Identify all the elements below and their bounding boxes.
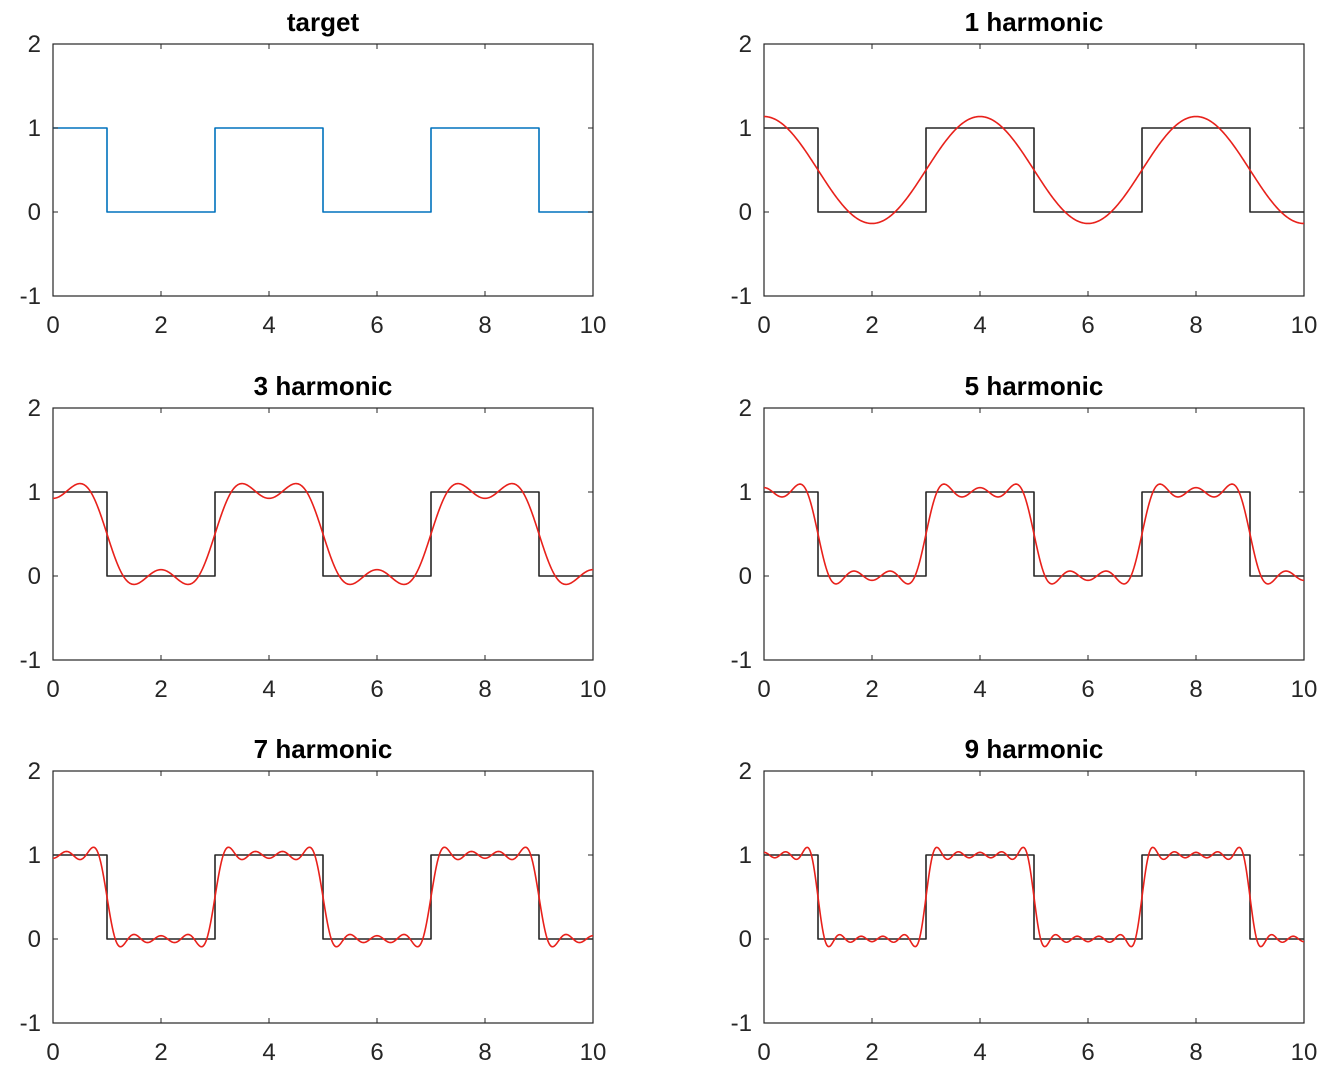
x-tick-label: 4: [262, 1039, 275, 1066]
x-tick-label: 6: [370, 1039, 383, 1066]
fourier-approximation-line: [764, 483, 1304, 585]
subplot-title: target: [287, 7, 360, 37]
x-tick-label: 6: [1081, 1039, 1094, 1066]
subplot-title: 1 harmonic: [965, 7, 1104, 37]
x-tick-label: 2: [154, 676, 167, 703]
x-tick-label: 2: [865, 676, 878, 703]
y-tick-label: 1: [28, 115, 41, 142]
y-tick-label: 1: [28, 842, 41, 869]
y-tick-label: -1: [731, 1010, 752, 1037]
y-tick-label: -1: [731, 647, 752, 674]
y-tick-label: 0: [28, 926, 41, 953]
fourier-approximation-line: [53, 846, 593, 948]
y-tick-label: -1: [731, 283, 752, 310]
x-tick-label: 4: [973, 1039, 986, 1066]
fourier-approximation-line: [764, 115, 1304, 225]
y-tick-label: 0: [28, 563, 41, 590]
x-tick-label: 0: [757, 676, 770, 703]
x-tick-label: 0: [46, 312, 59, 339]
x-tick-label: 6: [370, 676, 383, 703]
x-tick-label: 4: [973, 676, 986, 703]
x-tick-label: 0: [757, 312, 770, 339]
x-tick-label: 8: [478, 312, 491, 339]
x-tick-label: 10: [580, 312, 607, 339]
y-tick-label: 2: [28, 758, 41, 785]
x-tick-label: 10: [1291, 1039, 1318, 1066]
x-tick-label: 10: [1291, 312, 1318, 339]
y-tick-label: -1: [20, 283, 41, 310]
x-tick-label: 10: [580, 676, 607, 703]
y-tick-label: 2: [28, 31, 41, 58]
x-tick-label: 4: [262, 312, 275, 339]
x-tick-label: 10: [580, 1039, 607, 1066]
x-tick-label: 8: [1189, 676, 1202, 703]
y-tick-label: -1: [20, 647, 41, 674]
y-tick-label: -1: [20, 1010, 41, 1037]
y-tick-label: 0: [28, 199, 41, 226]
y-tick-label: 0: [739, 926, 752, 953]
x-tick-label: 6: [1081, 312, 1094, 339]
x-tick-label: 8: [478, 676, 491, 703]
y-tick-label: 2: [739, 395, 752, 422]
x-tick-label: 2: [865, 1039, 878, 1066]
x-tick-label: 2: [865, 312, 878, 339]
y-tick-label: 1: [28, 479, 41, 506]
x-tick-label: 4: [973, 312, 986, 339]
x-tick-label: 8: [1189, 312, 1202, 339]
x-tick-label: 4: [262, 676, 275, 703]
x-tick-label: 0: [46, 1039, 59, 1066]
y-tick-label: 0: [739, 563, 752, 590]
x-tick-label: 2: [154, 1039, 167, 1066]
x-tick-label: 2: [154, 312, 167, 339]
subplot-title: 5 harmonic: [965, 371, 1104, 401]
x-tick-label: 0: [46, 676, 59, 703]
subplot-title: 7 harmonic: [254, 734, 393, 764]
x-tick-label: 8: [1189, 1039, 1202, 1066]
y-tick-label: 1: [739, 115, 752, 142]
x-tick-label: 6: [1081, 676, 1094, 703]
fourier-approximation-line: [53, 482, 593, 586]
subplot-title: 9 harmonic: [965, 734, 1104, 764]
x-tick-label: 10: [1291, 676, 1318, 703]
y-tick-label: 2: [739, 758, 752, 785]
x-tick-label: 8: [478, 1039, 491, 1066]
y-tick-label: 1: [739, 842, 752, 869]
y-tick-label: 1: [739, 479, 752, 506]
fourier-approximation-line: [764, 846, 1304, 948]
y-tick-label: 0: [739, 199, 752, 226]
y-tick-label: 2: [28, 395, 41, 422]
x-tick-label: 0: [757, 1039, 770, 1066]
subplot-title: 3 harmonic: [254, 371, 393, 401]
square-wave-line: [53, 127, 593, 213]
x-tick-label: 6: [370, 312, 383, 339]
y-tick-label: 2: [739, 31, 752, 58]
